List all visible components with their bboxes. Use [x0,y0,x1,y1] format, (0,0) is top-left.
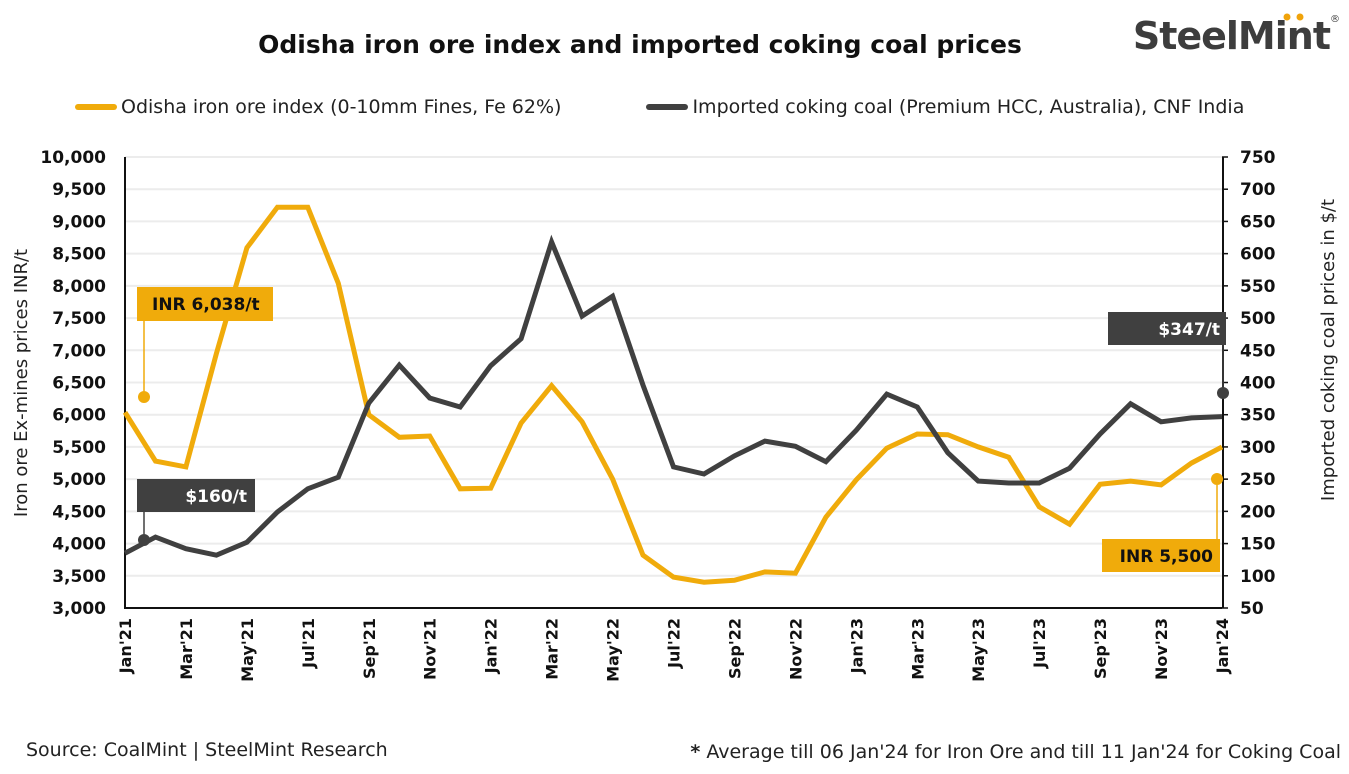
x-tick-label: Nov'21 [421,618,440,680]
y-left-tick-label: 4,500 [52,502,106,522]
x-tick-label: Sep'22 [725,618,744,679]
x-tick-label: Jul'23 [1030,618,1049,669]
callout-marker [1217,387,1229,399]
y-axis-right-title: Imported coking coal prices in $/t [1318,199,1339,501]
legend-item-iron-ore: Odisha iron ore index (0-10mm Fines, Fe … [75,96,561,118]
logo-dots-icon [1283,13,1304,21]
y-right-tick-label: 550 [1240,277,1276,297]
callout: $347/t [1108,312,1229,399]
x-tick-label: Jul'22 [665,618,684,669]
y-right-tick-label: 200 [1240,502,1276,522]
callout-box [137,479,255,512]
y-left-tick-label: 5,500 [52,438,106,458]
y-right-tick-label: 700 [1240,180,1276,200]
y-left-tick-label: 7,500 [52,309,106,329]
callout-label: $347/t [1158,320,1220,340]
y-left-tick-label: 9,500 [52,180,106,200]
logo-text: SteelMint [1132,14,1331,58]
y-left-tick-label: 7,000 [52,341,106,361]
x-tick-label: Sep'21 [360,618,379,679]
legend-swatch-coking-coal [646,104,689,110]
legend-label-iron-ore: Odisha iron ore index (0-10mm Fines, Fe … [121,96,562,118]
callout: INR 5,500 [1102,473,1223,572]
y-right-tick-label: 150 [1240,535,1276,555]
steelmint-logo: SteelMint® [1132,14,1340,58]
left-axis-ticks: 3,000 3,500 4,000 4,500 5,000 5,500 6,000 6,500… [40,148,106,619]
callout-marker [138,391,150,403]
legend-item-coking-coal: Imported coking coal (Premium HCC, Austr… [646,96,1244,118]
callouts: INR 6,038/t $160/t $347/t INR 5,500 [137,287,1229,572]
y-left-tick-label: 8,500 [52,245,106,265]
series-line-iron-ore [122,204,1224,585]
x-tick-label: Jan'23 [847,618,866,674]
callout-box [137,287,273,321]
y-left-tick-label: 4,000 [52,535,106,555]
right-axis-ticks: 50 100 150 200 250 300 350 400 450 500 550 600 650 70… [1222,148,1276,619]
footnote-mark: * [690,741,701,763]
x-tick-label: Nov'23 [1152,618,1171,680]
y-left-tick-label: 10,000 [40,148,106,168]
y-right-tick-label: 500 [1240,309,1276,329]
callout-label: INR 5,500 [1120,547,1214,567]
y-right-tick-label: 450 [1240,341,1276,361]
chart-title: Odisha iron ore index and imported cokin… [258,30,1022,59]
x-axis-ticks: Jan'21 Mar'21 May'21 Jul'21 Sep'21 Nov'21 Jan'… [116,618,1232,682]
y-left-tick-label: 3,000 [52,599,106,619]
x-tick-label: Mar'21 [177,618,196,680]
y-left-tick-label: 9,000 [52,212,106,232]
callout-box [1102,539,1220,572]
source-note: Source: CoalMint | SteelMint Research [26,739,388,761]
x-tick-label: Jan'21 [116,618,135,674]
callout: INR 6,038/t [137,287,273,403]
y-left-tick-label: 3,500 [52,567,106,587]
y-right-tick-label: 250 [1240,470,1276,490]
x-tick-label: Mar'22 [543,618,562,680]
registered-mark: ® [1330,14,1340,25]
callout-label: $160/t [185,487,247,507]
legend-swatch-iron-ore [75,104,117,110]
y-right-tick-label: 400 [1240,374,1276,394]
callout-marker [1211,473,1223,485]
x-tick-label: May'23 [969,618,988,682]
series-lines [122,204,1224,585]
y-right-tick-label: 100 [1240,567,1276,587]
y-axis-left-title: Iron ore Ex-mines prices INR/t [11,249,32,517]
footnote-text: Average till 06 Jan'24 for Iron Ore and … [706,741,1341,763]
x-tick-label: Jan'24 [1213,618,1232,674]
gridlines [125,156,1222,577]
y-right-tick-label: 300 [1240,438,1276,458]
legend-label-coking-coal: Imported coking coal (Premium HCC, Austr… [692,96,1245,118]
callout-label: INR 6,038/t [152,295,260,315]
callout-marker [138,534,150,546]
series-line-coking-coal [123,234,1223,558]
y-left-tick-label: 6,500 [52,374,106,394]
y-right-tick-label: 750 [1240,148,1276,168]
x-tick-label: Jan'22 [482,618,501,674]
x-tick-label: Jul'21 [299,618,318,669]
y-left-tick-label: 6,000 [52,406,106,426]
x-tick-label: May'22 [604,618,623,682]
y-right-tick-label: 50 [1240,599,1264,619]
callout-box [1108,312,1226,345]
footnote: * Average till 06 Jan'24 for Iron Ore an… [690,741,1341,763]
y-right-tick-label: 350 [1240,406,1276,426]
x-tick-label: May'21 [238,618,257,682]
x-tick-label: Mar'23 [908,618,927,680]
y-right-tick-label: 650 [1240,212,1276,232]
y-left-tick-label: 5,000 [52,470,106,490]
y-left-tick-label: 8,000 [52,277,106,297]
x-tick-label: Sep'23 [1091,618,1110,679]
chart-legend: Odisha iron ore index (0-10mm Fines, Fe … [75,96,1244,118]
callout: $160/t [137,479,255,546]
y-right-tick-label: 600 [1240,245,1276,265]
x-tick-label: Nov'22 [786,618,805,680]
